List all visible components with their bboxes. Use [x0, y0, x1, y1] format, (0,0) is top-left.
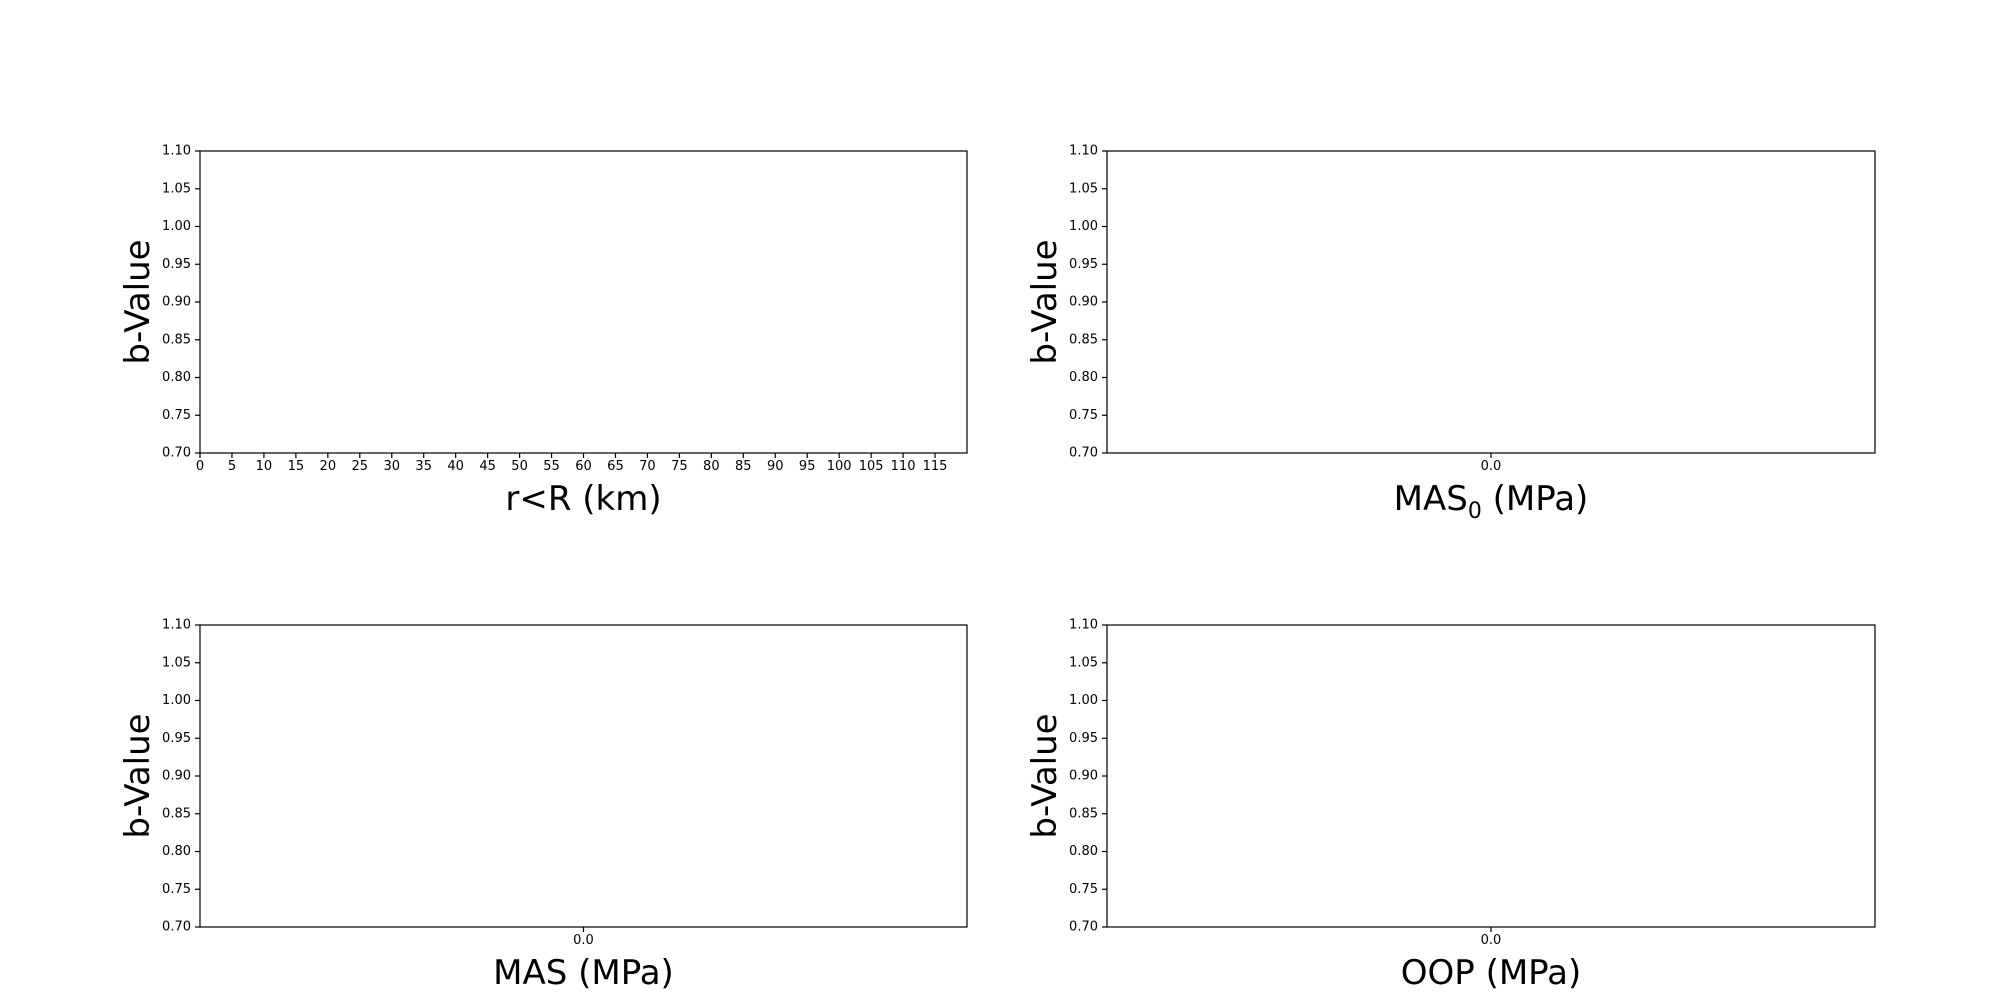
y-tick-label: 0.75 — [1069, 408, 1098, 423]
y-tick-label: 0.90 — [1069, 295, 1098, 310]
x-tick-label: 70 — [639, 459, 656, 474]
x-tick-label: 25 — [352, 459, 369, 474]
x-axis-label-text: MAS (MPa) — [493, 953, 674, 993]
y-tick-label: 0.85 — [162, 806, 191, 821]
x-tick-label: 30 — [383, 459, 400, 474]
y-tick-label: 0.80 — [162, 370, 191, 385]
y-tick-label: 1.00 — [162, 693, 191, 708]
y-tick-label: 0.70 — [162, 920, 191, 935]
y-tick-label: 1.00 — [1069, 693, 1098, 708]
x-tick-label: 0 — [196, 459, 204, 474]
y-tick-label: 0.75 — [1069, 882, 1098, 897]
y-tick-label: 0.90 — [162, 295, 191, 310]
x-axis-label: MAS0 (MPa) — [1394, 479, 1589, 524]
x-tick-label: 40 — [447, 459, 464, 474]
x-tick-label: 0.0 — [1481, 459, 1502, 474]
x-tick-label: 0.0 — [1481, 933, 1502, 948]
x-tick-label: 55 — [543, 459, 560, 474]
y-tick-label: 0.95 — [162, 257, 191, 272]
x-tick-label: 35 — [415, 459, 432, 474]
y-tick-label: 1.05 — [162, 181, 191, 196]
plot-area — [1106, 624, 1876, 928]
chart-panel-1: 0.70 0.75 0.80 0.85 0.90 0.95 1.00 1.05 1.10 0 5 10… — [118, 144, 968, 519]
x-tick-label: 45 — [479, 459, 496, 474]
y-tick-label: 1.10 — [162, 144, 191, 159]
x-tick-label: 75 — [671, 459, 688, 474]
x-tick-label: 20 — [320, 459, 337, 474]
y-axis-label: b-Value — [1025, 713, 1065, 838]
x-axis-label-suffix: (MPa) — [1482, 479, 1588, 519]
x-tick-label: 80 — [703, 459, 720, 474]
chart-panel-4: 0.70 0.75 0.80 0.85 0.90 0.95 1.00 1.05 1.10 0.0 O… — [1025, 618, 1876, 993]
x-tick-label: 100 — [827, 459, 852, 474]
y-axis-label: b-Value — [118, 239, 158, 364]
y-tick-label: 1.00 — [1069, 219, 1098, 234]
y-tick-label: 0.95 — [1069, 731, 1098, 746]
y-axis-label: b-Value — [1025, 239, 1065, 364]
y-tick-label: 1.10 — [1069, 144, 1098, 159]
x-tick-label: 90 — [767, 459, 784, 474]
y-tick-label: 0.75 — [162, 882, 191, 897]
y-tick-label: 1.10 — [162, 618, 191, 633]
x-axis-label-subscript: 0 — [1468, 499, 1482, 524]
x-tick-label: 50 — [511, 459, 528, 474]
x-tick-label: 105 — [859, 459, 884, 474]
x-tick-label: 15 — [288, 459, 305, 474]
x-tick-label: 5 — [228, 459, 236, 474]
chart-panel-3: 0.70 0.75 0.80 0.85 0.90 0.95 1.00 1.05 1.10 0.0 M… — [118, 618, 968, 993]
x-axis-label: MAS (MPa) — [493, 953, 674, 993]
y-tick-label: 1.00 — [162, 219, 191, 234]
plot-area — [1106, 150, 1876, 454]
y-tick-label: 1.05 — [162, 655, 191, 670]
plot-area — [199, 624, 968, 928]
y-tick-label: 0.70 — [162, 446, 191, 461]
y-tick-label: 1.10 — [1069, 618, 1098, 633]
x-tick-label: 115 — [923, 459, 948, 474]
y-tick-label: 0.85 — [162, 332, 191, 347]
y-tick-label: 0.75 — [162, 408, 191, 423]
x-axis-label-text: MAS — [1394, 479, 1468, 519]
y-tick-label: 0.80 — [1069, 844, 1098, 859]
y-axis-label: b-Value — [118, 713, 158, 838]
y-tick-label: 0.85 — [1069, 332, 1098, 347]
plot-area — [199, 150, 968, 454]
y-tick-label: 0.95 — [1069, 257, 1098, 272]
x-axis-label: r<R (km) — [505, 479, 661, 519]
y-tick-label: 0.90 — [1069, 769, 1098, 784]
x-axis-label-text: OOP (MPa) — [1401, 953, 1582, 993]
x-tick-label: 0.0 — [573, 933, 594, 948]
x-tick-label: 110 — [891, 459, 916, 474]
y-tick-label: 0.80 — [162, 844, 191, 859]
y-tick-label: 0.95 — [162, 731, 191, 746]
y-tick-label: 1.05 — [1069, 655, 1098, 670]
y-tick-label: 0.70 — [1069, 920, 1098, 935]
x-tick-label: 60 — [575, 459, 592, 474]
y-tick-label: 0.70 — [1069, 446, 1098, 461]
x-tick-label: 65 — [607, 459, 624, 474]
x-tick-label: 95 — [799, 459, 816, 474]
x-tick-label: 10 — [256, 459, 273, 474]
y-tick-label: 0.85 — [1069, 806, 1098, 821]
y-tick-label: 1.05 — [1069, 181, 1098, 196]
x-axis-label: OOP (MPa) — [1401, 953, 1582, 993]
y-tick-label: 0.90 — [162, 769, 191, 784]
x-axis-label-text: r<R (km) — [505, 479, 661, 519]
y-tick-label: 0.80 — [1069, 370, 1098, 385]
x-tick-label: 85 — [735, 459, 752, 474]
chart-panel-2: 0.70 0.75 0.80 0.85 0.90 0.95 1.00 1.05 1.10 0.0 M… — [1025, 144, 1876, 524]
